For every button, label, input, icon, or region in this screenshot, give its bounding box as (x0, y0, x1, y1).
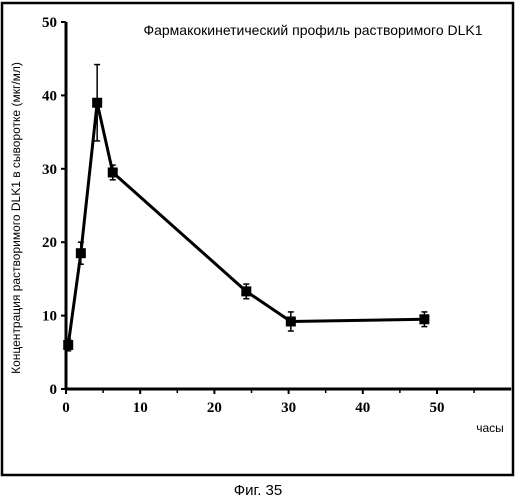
x-tick-label: 40 (355, 400, 370, 416)
y-axis-label: Концентрация растворимого DLK1 в сыворот… (9, 62, 23, 374)
data-point-marker (92, 98, 102, 108)
x-tick-label: 20 (207, 400, 222, 416)
y-tick-label: 20 (42, 235, 57, 251)
y-tick-label: 30 (42, 162, 57, 178)
y-tick-label: 50 (42, 15, 57, 31)
x-tick-label: 0 (62, 400, 70, 416)
data-point-marker (241, 286, 251, 296)
y-tick-label: 0 (50, 382, 58, 398)
x-axis-label: часы (476, 421, 504, 435)
data-point-marker (63, 340, 73, 350)
data-point-marker (76, 248, 86, 258)
x-tick-label: 50 (430, 400, 445, 416)
data-point-marker (286, 316, 296, 326)
x-tick-label: 30 (281, 400, 296, 416)
data-point-marker (108, 167, 118, 177)
y-tick-label: 40 (42, 88, 57, 104)
x-tick-label: 10 (133, 400, 148, 416)
data-point-marker (419, 314, 429, 324)
y-tick-label: 10 (42, 309, 57, 325)
figure-caption: Фиг. 35 (234, 482, 282, 499)
chart-title: Фармакокинетический профиль растворимого… (143, 22, 482, 38)
